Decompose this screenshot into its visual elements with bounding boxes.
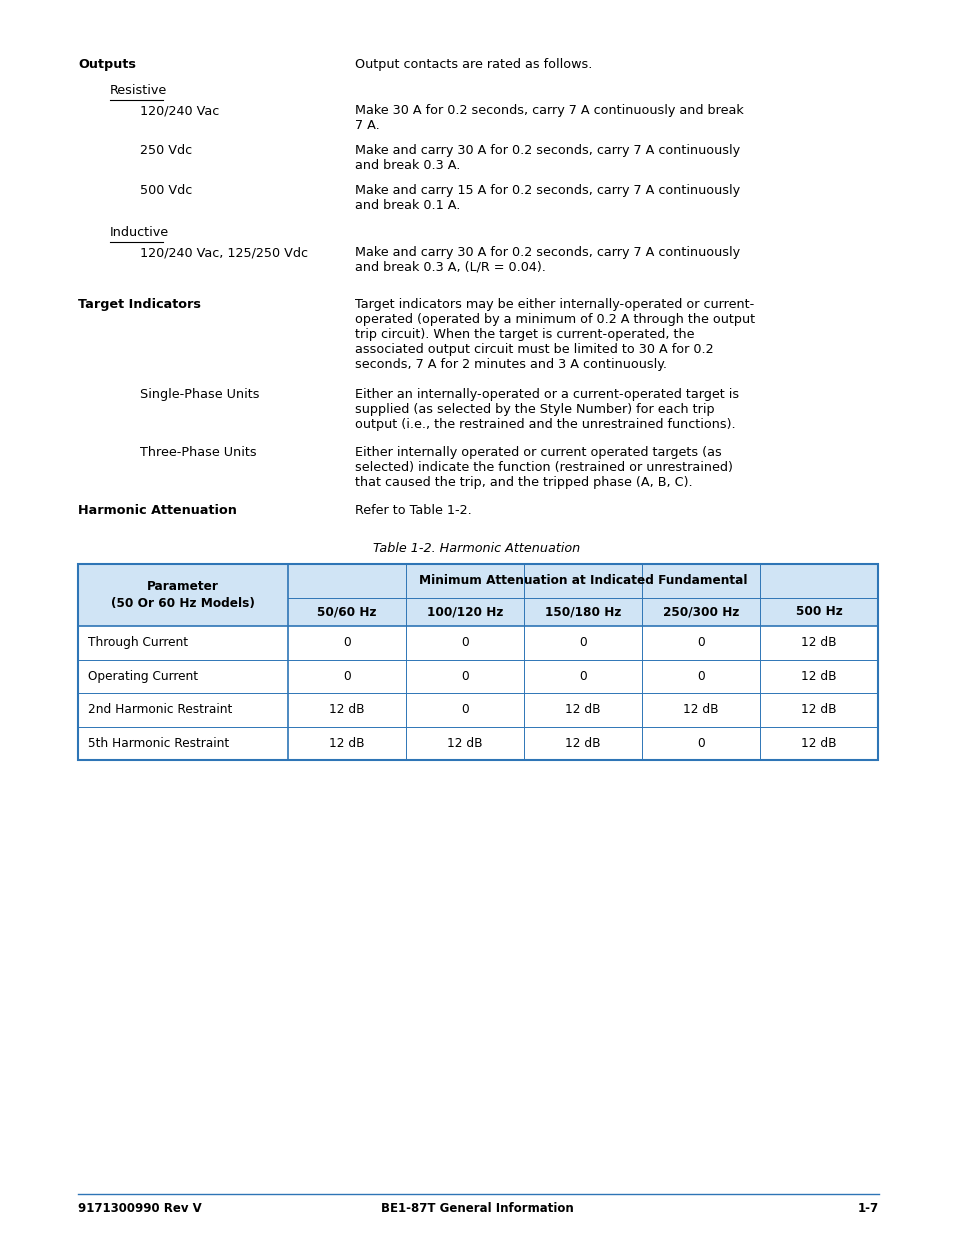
Text: 5th Harmonic Restraint: 5th Harmonic Restraint (88, 737, 229, 750)
Text: Target indicators may be either internally-operated or current-
operated (operat: Target indicators may be either internal… (355, 298, 755, 370)
Text: 12 dB: 12 dB (329, 737, 364, 750)
Text: Refer to Table 1-2.: Refer to Table 1-2. (355, 504, 471, 517)
Text: 0: 0 (460, 669, 468, 683)
Text: 0: 0 (578, 636, 586, 650)
Text: 9171300990 Rev V: 9171300990 Rev V (78, 1202, 201, 1215)
Text: Target Indicators: Target Indicators (78, 298, 201, 311)
Text: 12 dB: 12 dB (565, 703, 600, 716)
Bar (78, 564, 877, 760)
Text: Table 1-2. Harmonic Attenuation: Table 1-2. Harmonic Attenuation (373, 542, 580, 555)
Text: 150/180 Hz: 150/180 Hz (544, 605, 620, 619)
Text: 0: 0 (697, 669, 704, 683)
Text: Operating Current: Operating Current (88, 669, 198, 683)
Bar (288, 598, 406, 626)
Text: Either an internally-operated or a current-operated target is
supplied (as selec: Either an internally-operated or a curre… (355, 388, 739, 431)
Text: Make 30 A for 0.2 seconds, carry 7 A continuously and break
7 A.: Make 30 A for 0.2 seconds, carry 7 A con… (355, 104, 743, 132)
Bar (641, 598, 760, 626)
Text: 500 Vdc: 500 Vdc (140, 184, 193, 198)
Text: 12 dB: 12 dB (801, 703, 836, 716)
Bar (78, 564, 288, 626)
Text: Make and carry 30 A for 0.2 seconds, carry 7 A continuously
and break 0.3 A.: Make and carry 30 A for 0.2 seconds, car… (355, 144, 740, 172)
Text: Through Current: Through Current (88, 636, 188, 650)
Text: Single-Phase Units: Single-Phase Units (140, 388, 259, 401)
Text: 12 dB: 12 dB (682, 703, 718, 716)
Text: Outputs: Outputs (78, 58, 135, 70)
Text: 2nd Harmonic Restraint: 2nd Harmonic Restraint (88, 703, 232, 716)
Bar (78, 693, 877, 726)
Text: Minimum Attenuation at Indicated Fundamental: Minimum Attenuation at Indicated Fundame… (418, 574, 746, 588)
Bar (78, 626, 877, 659)
Text: 0: 0 (578, 669, 586, 683)
Text: 0: 0 (460, 636, 468, 650)
Text: Harmonic Attenuation: Harmonic Attenuation (78, 504, 236, 517)
Text: 120/240 Vac, 125/250 Vdc: 120/240 Vac, 125/250 Vdc (140, 246, 308, 259)
Text: Three-Phase Units: Three-Phase Units (140, 446, 256, 459)
Text: Inductive: Inductive (110, 226, 169, 240)
Text: Output contacts are rated as follows.: Output contacts are rated as follows. (355, 58, 592, 70)
Text: BE1-87T General Information: BE1-87T General Information (380, 1202, 573, 1215)
Text: 12 dB: 12 dB (565, 737, 600, 750)
Text: 50/60 Hz: 50/60 Hz (317, 605, 376, 619)
Bar (78, 726, 877, 760)
Text: 12 dB: 12 dB (801, 669, 836, 683)
Text: Make and carry 30 A for 0.2 seconds, carry 7 A continuously
and break 0.3 A, (L/: Make and carry 30 A for 0.2 seconds, car… (355, 246, 740, 274)
Text: 250/300 Hz: 250/300 Hz (662, 605, 739, 619)
Text: 500 Hz: 500 Hz (795, 605, 841, 619)
Bar (406, 598, 523, 626)
Bar (523, 598, 641, 626)
Text: 12 dB: 12 dB (801, 737, 836, 750)
Bar (760, 598, 877, 626)
Text: Parameter
(50 Or 60 Hz Models): Parameter (50 Or 60 Hz Models) (111, 580, 254, 610)
Text: 120/240 Vac: 120/240 Vac (140, 104, 219, 117)
Text: 12 dB: 12 dB (447, 737, 482, 750)
Bar (78, 659, 877, 693)
Text: 12 dB: 12 dB (801, 636, 836, 650)
Bar (288, 564, 877, 598)
Text: Make and carry 15 A for 0.2 seconds, carry 7 A continuously
and break 0.1 A.: Make and carry 15 A for 0.2 seconds, car… (355, 184, 740, 212)
Text: 0: 0 (697, 737, 704, 750)
Text: 0: 0 (343, 669, 351, 683)
Text: 100/120 Hz: 100/120 Hz (426, 605, 502, 619)
Text: Either internally operated or current operated targets (as
selected) indicate th: Either internally operated or current op… (355, 446, 732, 489)
Text: 1-7: 1-7 (857, 1202, 878, 1215)
Text: 0: 0 (460, 703, 468, 716)
Text: Resistive: Resistive (110, 84, 167, 98)
Text: 250 Vdc: 250 Vdc (140, 144, 192, 157)
Text: 0: 0 (697, 636, 704, 650)
Text: 0: 0 (343, 636, 351, 650)
Text: 12 dB: 12 dB (329, 703, 364, 716)
